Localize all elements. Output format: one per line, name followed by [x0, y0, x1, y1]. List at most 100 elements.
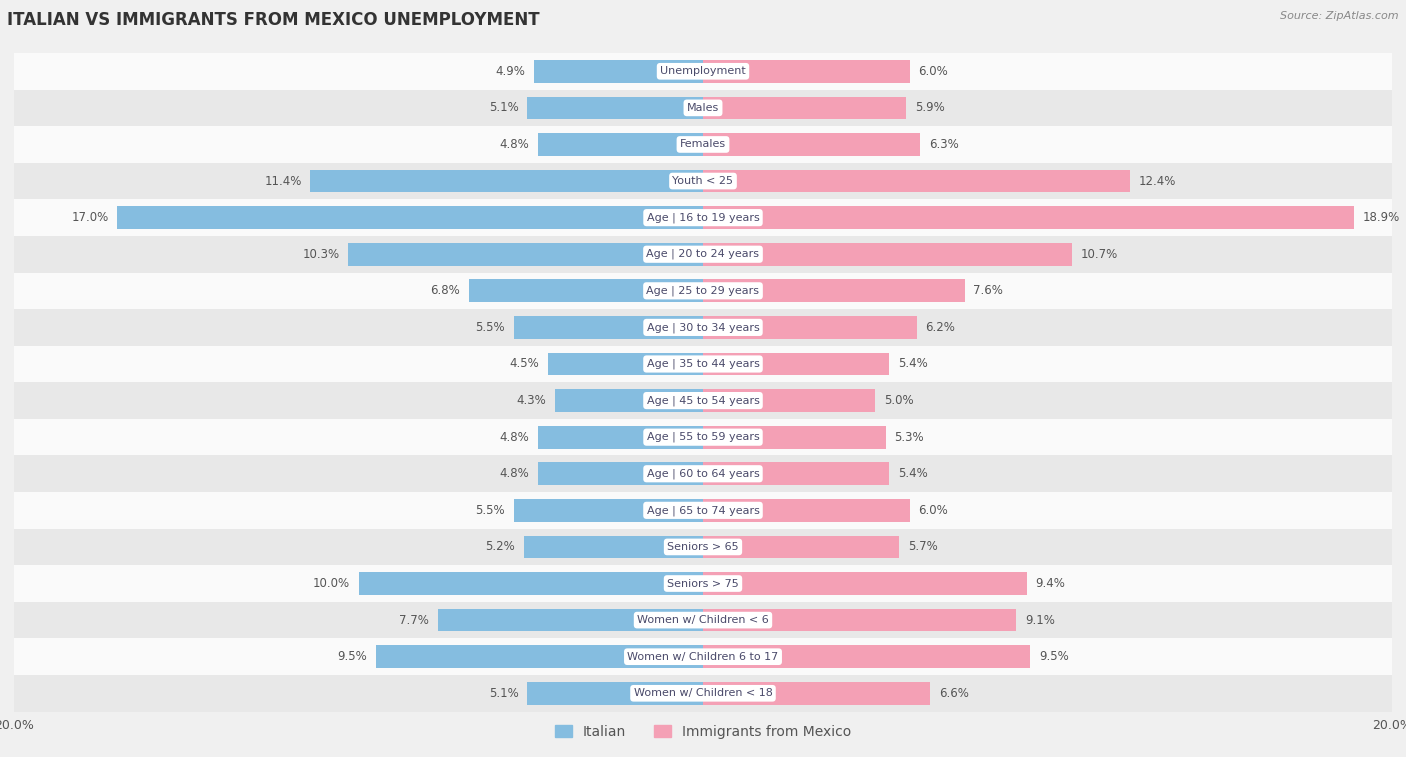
Bar [527, 682, 703, 705]
Bar [14, 456, 1392, 492]
Bar [14, 675, 1392, 712]
Bar [537, 426, 703, 448]
Text: 5.9%: 5.9% [915, 101, 945, 114]
Bar [703, 353, 889, 375]
Text: 4.3%: 4.3% [516, 394, 547, 407]
Bar [375, 646, 703, 668]
Text: 5.1%: 5.1% [489, 687, 519, 699]
Bar [14, 309, 1392, 346]
Text: 12.4%: 12.4% [1139, 175, 1177, 188]
Text: 4.5%: 4.5% [509, 357, 540, 370]
Text: Seniors > 65: Seniors > 65 [668, 542, 738, 552]
Text: 4.9%: 4.9% [496, 65, 526, 78]
Bar [14, 638, 1392, 675]
Bar [703, 133, 920, 156]
Text: Age | 65 to 74 years: Age | 65 to 74 years [647, 505, 759, 516]
Text: 5.1%: 5.1% [489, 101, 519, 114]
Text: 4.8%: 4.8% [499, 431, 529, 444]
Text: Source: ZipAtlas.com: Source: ZipAtlas.com [1281, 11, 1399, 21]
Bar [14, 346, 1392, 382]
Bar [14, 199, 1392, 236]
Text: 5.4%: 5.4% [897, 467, 928, 480]
Bar [703, 97, 907, 119]
Bar [117, 207, 703, 229]
Text: 9.5%: 9.5% [337, 650, 367, 663]
Bar [311, 170, 703, 192]
Bar [513, 499, 703, 522]
Legend: Italian, Immigrants from Mexico: Italian, Immigrants from Mexico [550, 719, 856, 744]
Text: 10.3%: 10.3% [302, 248, 340, 260]
Text: 7.6%: 7.6% [973, 285, 1004, 298]
Text: 10.0%: 10.0% [312, 577, 350, 590]
Bar [703, 316, 917, 338]
Text: 6.3%: 6.3% [928, 138, 959, 151]
Text: Women w/ Children < 6: Women w/ Children < 6 [637, 615, 769, 625]
Text: 5.7%: 5.7% [908, 540, 938, 553]
Text: 11.4%: 11.4% [264, 175, 302, 188]
Bar [703, 499, 910, 522]
Bar [703, 463, 889, 485]
Bar [703, 426, 886, 448]
Text: 5.4%: 5.4% [897, 357, 928, 370]
Text: 5.2%: 5.2% [485, 540, 515, 553]
Bar [703, 60, 910, 83]
Bar [437, 609, 703, 631]
Bar [14, 53, 1392, 89]
Text: Age | 20 to 24 years: Age | 20 to 24 years [647, 249, 759, 260]
Text: 6.0%: 6.0% [918, 65, 948, 78]
Bar [703, 682, 931, 705]
Bar [703, 389, 875, 412]
Bar [14, 126, 1392, 163]
Text: Women w/ Children < 18: Women w/ Children < 18 [634, 688, 772, 698]
Bar [359, 572, 703, 595]
Bar [527, 97, 703, 119]
Text: 7.7%: 7.7% [399, 614, 429, 627]
Bar [703, 609, 1017, 631]
Text: Age | 60 to 64 years: Age | 60 to 64 years [647, 469, 759, 479]
Text: 17.0%: 17.0% [72, 211, 108, 224]
Bar [349, 243, 703, 266]
Bar [14, 236, 1392, 273]
Text: 4.8%: 4.8% [499, 138, 529, 151]
Text: 9.5%: 9.5% [1039, 650, 1069, 663]
Text: Women w/ Children 6 to 17: Women w/ Children 6 to 17 [627, 652, 779, 662]
Text: Unemployment: Unemployment [661, 67, 745, 76]
Bar [14, 163, 1392, 199]
Bar [703, 207, 1354, 229]
Text: Youth < 25: Youth < 25 [672, 176, 734, 186]
Text: 6.6%: 6.6% [939, 687, 969, 699]
Text: 18.9%: 18.9% [1362, 211, 1400, 224]
Text: 9.4%: 9.4% [1035, 577, 1066, 590]
Text: Age | 30 to 34 years: Age | 30 to 34 years [647, 322, 759, 332]
Bar [703, 170, 1130, 192]
Bar [14, 382, 1392, 419]
Bar [703, 572, 1026, 595]
Text: 5.5%: 5.5% [475, 321, 505, 334]
Bar [548, 353, 703, 375]
Text: 10.7%: 10.7% [1080, 248, 1118, 260]
Bar [468, 279, 703, 302]
Text: 5.3%: 5.3% [894, 431, 924, 444]
Text: 6.0%: 6.0% [918, 504, 948, 517]
Text: Males: Males [688, 103, 718, 113]
Text: Age | 55 to 59 years: Age | 55 to 59 years [647, 432, 759, 442]
Bar [524, 536, 703, 558]
Bar [14, 602, 1392, 638]
Text: ITALIAN VS IMMIGRANTS FROM MEXICO UNEMPLOYMENT: ITALIAN VS IMMIGRANTS FROM MEXICO UNEMPL… [7, 11, 540, 30]
Text: 4.8%: 4.8% [499, 467, 529, 480]
Bar [14, 528, 1392, 565]
Bar [14, 419, 1392, 456]
Bar [703, 243, 1071, 266]
Text: Age | 25 to 29 years: Age | 25 to 29 years [647, 285, 759, 296]
Bar [14, 492, 1392, 528]
Text: 6.2%: 6.2% [925, 321, 955, 334]
Text: Age | 16 to 19 years: Age | 16 to 19 years [647, 213, 759, 223]
Bar [14, 273, 1392, 309]
Text: 5.0%: 5.0% [884, 394, 914, 407]
Bar [537, 463, 703, 485]
Bar [555, 389, 703, 412]
Text: Females: Females [681, 139, 725, 149]
Bar [534, 60, 703, 83]
Text: Age | 35 to 44 years: Age | 35 to 44 years [647, 359, 759, 369]
Bar [703, 536, 900, 558]
